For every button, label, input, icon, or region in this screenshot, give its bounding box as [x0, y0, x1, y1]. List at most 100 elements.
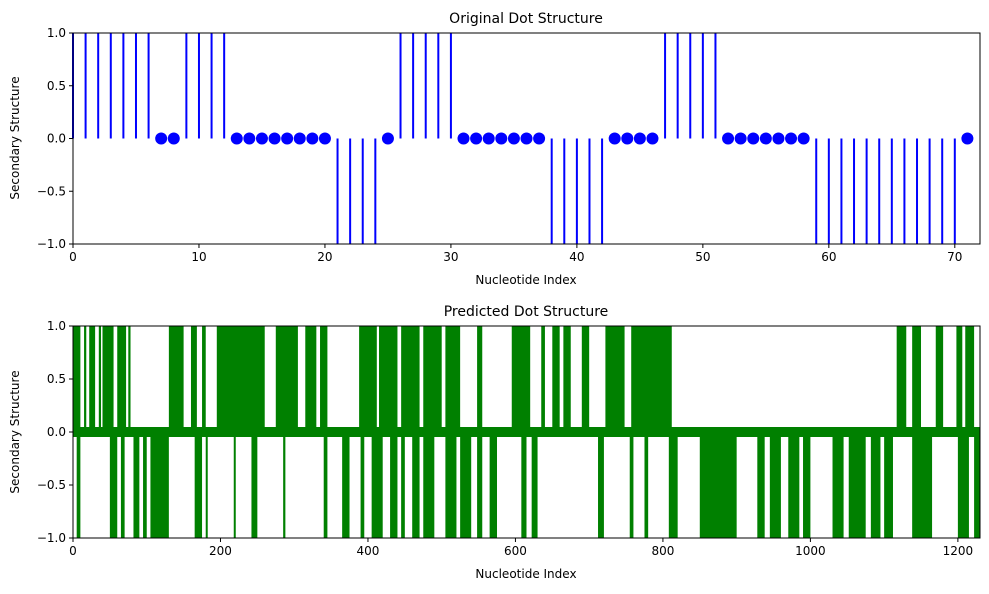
stem-positive-block — [631, 326, 672, 432]
stem-marker — [243, 132, 256, 145]
stem-positive-block — [117, 326, 127, 432]
stem-positive-block — [965, 326, 975, 432]
y-tick-label: 0.5 — [47, 372, 66, 386]
stem-negative-block — [912, 432, 933, 538]
bottom-chart: Predicted Dot Structure 0 200 400 600 800 100… — [8, 304, 981, 581]
top-chart-title: Original Dot Structure — [449, 11, 603, 27]
stem-negative-block — [832, 432, 844, 538]
stem-negative-block — [233, 432, 236, 538]
top-stems — [72, 33, 974, 244]
y-tick-label: −1.0 — [37, 531, 66, 545]
stem-marker — [961, 132, 974, 145]
stem-positive-block — [190, 326, 197, 432]
y-tick-label: −0.5 — [37, 478, 66, 492]
x-tick-label: 1000 — [795, 544, 826, 558]
stem-negative-block — [194, 432, 203, 538]
stem-positive-block — [511, 326, 531, 432]
stem-negative-block — [757, 432, 765, 538]
stem-negative-block — [371, 432, 383, 538]
x-tick-label: 60 — [821, 250, 836, 264]
stem-negative-block — [974, 432, 980, 538]
stem-negative-block — [870, 432, 881, 538]
stem-negative-block — [423, 432, 435, 538]
bottom-stems — [73, 326, 980, 538]
stem-negative-block — [390, 432, 398, 538]
stem-marker — [633, 132, 646, 145]
stem-positive-block — [202, 326, 206, 432]
stem-marker — [306, 132, 319, 145]
stem-negative-block — [150, 432, 169, 538]
stem-negative-block — [143, 432, 147, 538]
stem-positive-block — [912, 326, 922, 432]
x-tick-label: 20 — [317, 250, 332, 264]
stem-positive-block — [445, 326, 461, 432]
y-tick-label: 1.0 — [47, 319, 66, 333]
x-tick-label: 10 — [191, 250, 206, 264]
stem-marker — [772, 132, 785, 145]
bottom-chart-title: Predicted Dot Structure — [444, 304, 609, 320]
stem-negative-block — [803, 432, 811, 538]
stem-positive-block — [935, 326, 944, 432]
stem-negative-block — [477, 432, 483, 538]
stem-positive-block — [168, 326, 184, 432]
y-tick-label: 0.5 — [47, 79, 66, 93]
stem-negative-block — [205, 432, 208, 538]
stem-negative-block — [629, 432, 634, 538]
stem-positive-block — [563, 326, 571, 432]
stem-positive-block — [581, 326, 590, 432]
stem-positive-block — [605, 326, 625, 432]
bottom-y-axis-label: Secondary Structure — [8, 370, 22, 493]
stem-marker — [318, 132, 331, 145]
top-x-axis-label: Nucleotide Index — [475, 273, 576, 287]
x-tick-label: 0 — [69, 250, 77, 264]
stem-negative-block — [460, 432, 472, 538]
y-tick-label: 0.0 — [47, 425, 66, 439]
stem-positive-block — [423, 326, 442, 432]
stem-negative-block — [957, 432, 969, 538]
stem-marker — [381, 132, 394, 145]
stem-marker — [797, 132, 810, 145]
stem-marker — [482, 132, 495, 145]
top-chart: Original Dot Structure 0 10 20 30 40 50 60 70 −… — [8, 11, 981, 287]
stem-negative-block — [76, 432, 81, 538]
stem-negative-block — [283, 432, 286, 538]
stem-positive-block — [320, 326, 328, 432]
x-tick-label: 400 — [357, 544, 380, 558]
stem-marker — [621, 132, 634, 145]
stem-negative-block — [769, 432, 781, 538]
stem-marker — [734, 132, 747, 145]
x-tick-label: 800 — [651, 544, 674, 558]
stem-negative-block — [109, 432, 118, 538]
stem-marker — [759, 132, 772, 145]
stem-marker — [167, 132, 180, 145]
stem-positive-block — [552, 326, 560, 432]
x-tick-label: 600 — [504, 544, 527, 558]
stem-negative-block — [412, 432, 420, 538]
stem-marker — [533, 132, 546, 145]
stem-marker — [255, 132, 268, 145]
stem-marker — [470, 132, 483, 145]
stem-marker — [646, 132, 659, 145]
stem-positive-block — [541, 326, 545, 432]
stem-marker — [520, 132, 533, 145]
stem-positive-block — [896, 326, 907, 432]
stem-positive-block — [98, 326, 102, 432]
stem-positive-block — [275, 326, 298, 432]
stem-marker — [747, 132, 760, 145]
stem-positive-block — [73, 326, 81, 432]
stem-negative-block — [668, 432, 678, 538]
stem-negative-block — [521, 432, 527, 538]
stem-negative-block — [788, 432, 800, 538]
x-tick-label: 30 — [443, 250, 458, 264]
stem-positive-block — [379, 326, 398, 432]
stem-positive-block — [84, 326, 87, 432]
stem-marker — [230, 132, 243, 145]
y-tick-label: 0.0 — [47, 132, 66, 146]
y-tick-label: −0.5 — [37, 184, 66, 198]
stem-marker — [722, 132, 735, 145]
x-tick-label: 0 — [69, 544, 77, 558]
y-tick-label: −1.0 — [37, 237, 66, 251]
stem-positive-block — [401, 326, 420, 432]
stem-negative-block — [342, 432, 350, 538]
